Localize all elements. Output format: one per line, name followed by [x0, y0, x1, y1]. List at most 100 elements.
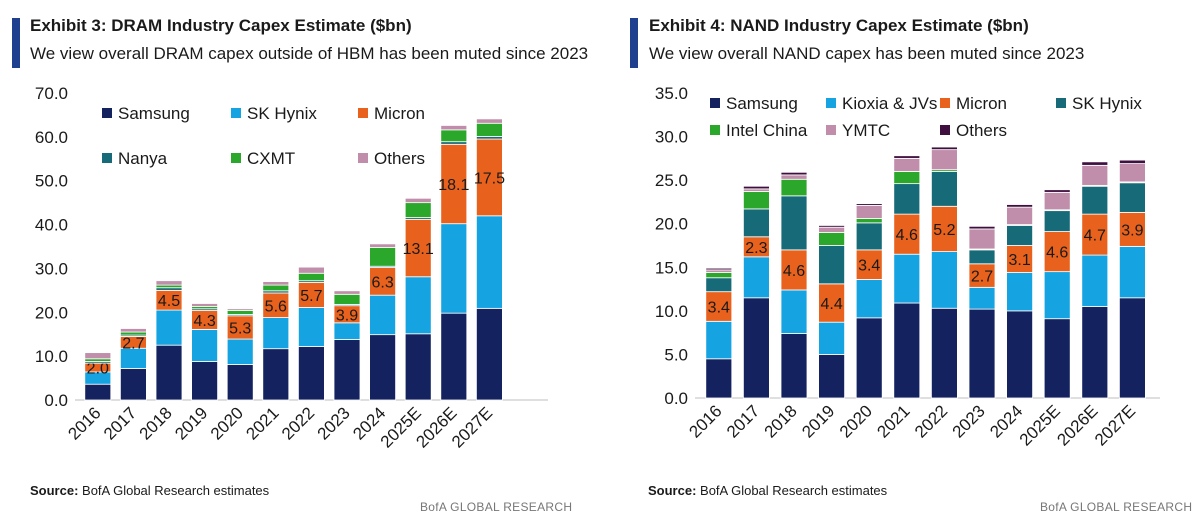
- x-tick-label: 2017: [100, 403, 140, 443]
- bar-sk-hynix: [475, 215, 503, 309]
- legend-swatch-micron: [940, 98, 950, 108]
- legend-swatch-cxmt: [231, 153, 241, 163]
- legend-swatch-sk-hynix: [231, 108, 241, 118]
- x-tick-label: 2016: [685, 401, 725, 441]
- bar-kioxia-jvs: [930, 251, 958, 309]
- bar-intel-china: [893, 171, 921, 185]
- bar-samsung: [369, 334, 397, 401]
- bar-kioxia-jvs: [1006, 272, 1034, 312]
- legend-swatch-samsung: [710, 98, 720, 108]
- bar-kioxia-jvs: [742, 256, 770, 299]
- bar-intel-china: [742, 191, 770, 210]
- bar-ymtc: [1006, 206, 1034, 225]
- source-note: Source: BofA Global Research estimates: [648, 483, 887, 498]
- data-label: 3.9: [336, 307, 358, 324]
- bar-kioxia-jvs: [705, 320, 733, 360]
- source-label: Source:: [648, 483, 697, 498]
- bar-others: [475, 118, 503, 124]
- dram-capex-chart: 0.0 10.0 20.0 30.0 40.0 50.0 60.0 70.0 2.0 2016 2.…: [35, 84, 548, 452]
- bar-samsung: [1081, 306, 1109, 399]
- bar-sk-hynix: [226, 338, 254, 365]
- data-label: 3.9: [1121, 222, 1143, 239]
- bar-cxmt: [226, 310, 254, 315]
- source-label: Source:: [30, 483, 79, 498]
- legend-label-sk-hynix: SK Hynix: [1072, 94, 1142, 113]
- bar-kioxia-jvs: [780, 289, 808, 334]
- bar-others: [369, 243, 397, 248]
- legend-label-micron: Micron: [956, 94, 1007, 113]
- data-label: 6.3: [371, 274, 393, 291]
- bar-micron: [855, 249, 883, 280]
- bar-others: [780, 171, 808, 176]
- x-tick-label: 2022: [278, 403, 318, 443]
- legend-swatch-intel-china: [710, 125, 720, 135]
- bar-sk-hynix: [404, 276, 432, 335]
- legend-label-kioxia-jvs: Kioxia & JVs: [842, 94, 937, 113]
- source-text: BofA Global Research estimates: [78, 483, 270, 498]
- x-tick-label: 2018: [136, 403, 176, 443]
- x-tick-label: 2019: [171, 403, 211, 443]
- bar-sk-hynix: [742, 208, 770, 238]
- y-tick-label: 70.0: [35, 84, 68, 103]
- bar-others: [818, 225, 846, 228]
- legend-label-others: Others: [374, 149, 425, 168]
- y-tick-label: 35.0: [655, 84, 688, 103]
- bar-samsung: [404, 333, 432, 401]
- source-text: BofA Global Research estimates: [696, 483, 888, 498]
- y-tick-label: 0.0: [44, 391, 68, 410]
- data-label: 2.7: [122, 335, 144, 352]
- bar-sk-hynix: [893, 183, 921, 215]
- bar-micron: [930, 205, 958, 253]
- bar-cxmt: [333, 293, 361, 305]
- x-tick-label: 2018: [761, 401, 801, 441]
- bar-samsung: [262, 348, 290, 401]
- bar-sk-hynix: [1119, 182, 1146, 213]
- bar-sk-hynix: [333, 322, 361, 340]
- bar-ymtc: [893, 157, 921, 172]
- bar-intel-china: [855, 218, 883, 224]
- bar-samsung: [1006, 310, 1034, 399]
- data-label: 5.7: [300, 288, 322, 305]
- bar-kioxia-jvs: [855, 279, 883, 319]
- data-label: 4.7: [1084, 228, 1106, 245]
- y-tick-label: 40.0: [35, 216, 68, 235]
- legend-swatch-samsung: [102, 108, 112, 118]
- bar-others: [930, 146, 958, 151]
- bar-others: [262, 281, 290, 286]
- legend-label-sk-hynix: SK Hynix: [247, 104, 317, 123]
- bar-sk-hynix: [780, 195, 808, 251]
- nand-capex-chart: 0.0 5.0 10.0 15.0 20.0 25.0 30.0 35.0 3.4 2016 2.3…: [655, 84, 1160, 450]
- bar-cxmt: [404, 202, 432, 218]
- y-tick-label: 25.0: [655, 171, 688, 190]
- data-label: 5.3: [229, 320, 251, 337]
- source-note: Source: BofA Global Research estimates: [30, 483, 269, 498]
- x-tick-label: 2025E: [1016, 401, 1064, 449]
- nand-exhibit: Exhibit 4: NAND Industry Capex Estimate …: [600, 0, 1200, 525]
- bar-others: [893, 155, 921, 159]
- bar-ymtc: [1081, 164, 1109, 186]
- bar-sk-hynix: [705, 277, 733, 293]
- x-tick-label: 2021: [873, 401, 913, 441]
- bar-others: [855, 203, 883, 206]
- bar-samsung: [855, 317, 883, 399]
- bar-sk-hynix: [369, 294, 397, 336]
- data-label: 2.0: [87, 361, 109, 378]
- bar-micron: [1081, 213, 1109, 256]
- x-tick-label: 2020: [836, 401, 876, 441]
- bar-samsung: [968, 308, 996, 399]
- x-tick-label: 2027E: [448, 403, 496, 451]
- bar-samsung: [297, 346, 325, 401]
- bar-cxmt: [297, 272, 325, 282]
- data-label: 4.6: [896, 227, 918, 244]
- legend-label-intel-china: Intel China: [726, 121, 808, 140]
- y-tick-label: 50.0: [35, 172, 68, 191]
- bar-ymtc: [930, 149, 958, 171]
- data-label: 4.4: [820, 296, 842, 313]
- bar-micron: [369, 267, 397, 296]
- bar-samsung: [1043, 318, 1071, 399]
- bar-ymtc: [780, 174, 808, 180]
- bar-samsung: [742, 297, 770, 399]
- bar-cxmt: [475, 122, 503, 137]
- bar-samsung: [84, 383, 112, 401]
- data-label: 4.3: [193, 313, 215, 330]
